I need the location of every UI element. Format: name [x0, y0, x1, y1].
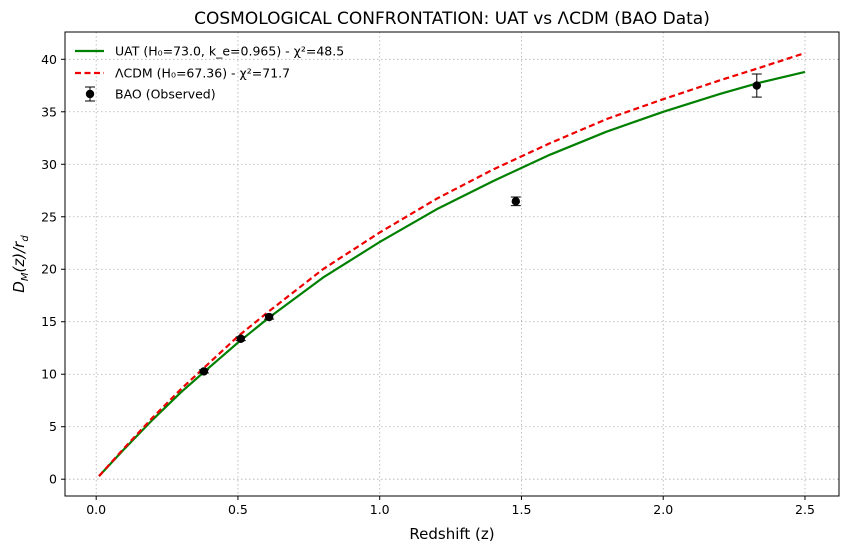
y-tick-label: 0: [49, 472, 57, 487]
bao-marker: [199, 367, 209, 376]
x-tick-label: 1.0: [370, 502, 390, 517]
y-tick-label: 40: [41, 52, 57, 67]
legend-swatch-bao: [85, 86, 95, 102]
x-tick-label: 1.5: [512, 502, 532, 517]
legend-label-uat: UAT (H₀=73.0, k_e=0.965) - χ²=48.5: [115, 44, 344, 59]
y-axis-title: DM(z)/rd: [10, 235, 31, 293]
y-tick-label: 20: [41, 262, 57, 277]
y-axis-title-sub-m: M: [20, 272, 31, 281]
bao-marker: [264, 312, 274, 322]
bao-data-point: [751, 73, 762, 98]
legend: UAT (H₀=73.0, k_e=0.965) - χ²=48.5 ΛCDM …: [75, 44, 344, 102]
bao-marker: [752, 81, 761, 90]
y-axis-title-d: D: [10, 281, 28, 293]
bao-marker: [236, 334, 245, 343]
series-lcdm-line: [98, 51, 806, 477]
x-tick-label: 0.0: [86, 502, 106, 517]
bao-data-point: [510, 196, 521, 207]
y-tick-label: 25: [41, 209, 57, 224]
y-axis-title-mid: (z)/r: [10, 241, 28, 273]
series-layer: [98, 51, 806, 477]
x-tick-label: 2.5: [795, 502, 815, 517]
series-uat-line: [98, 70, 806, 477]
y-axis: 0 5 10 15 20 25 30 35 40: [41, 52, 65, 487]
x-axis-title: Redshift (z): [409, 525, 494, 543]
grid: [65, 32, 839, 496]
y-tick-label: 35: [41, 104, 57, 119]
y-tick-label: 15: [41, 314, 57, 329]
bao-data-point: [198, 367, 209, 376]
x-tick-label: 0.5: [228, 502, 248, 517]
y-axis-title-sub-d: d: [20, 235, 31, 242]
bao-marker: [511, 197, 520, 206]
y-tick-label: 10: [41, 367, 57, 382]
legend-label-lcdm: ΛCDM (H₀=67.36) - χ²=71.7: [115, 66, 290, 81]
x-tick-label: 2.0: [653, 502, 673, 517]
legend-label-bao: BAO (Observed): [115, 87, 216, 102]
bao-data-point: [235, 334, 246, 343]
plot-frame: [64, 31, 840, 497]
chart-title: COSMOLOGICAL CONFRONTATION: UAT vs ΛCDM …: [194, 9, 710, 29]
y-tick-label: 30: [41, 157, 57, 172]
observed-points: [198, 73, 762, 376]
bao-data-point: [264, 312, 275, 322]
x-axis: 0.0 0.5 1.0 1.5 2.0 2.5: [86, 496, 815, 517]
y-tick-label: 5: [49, 419, 57, 434]
